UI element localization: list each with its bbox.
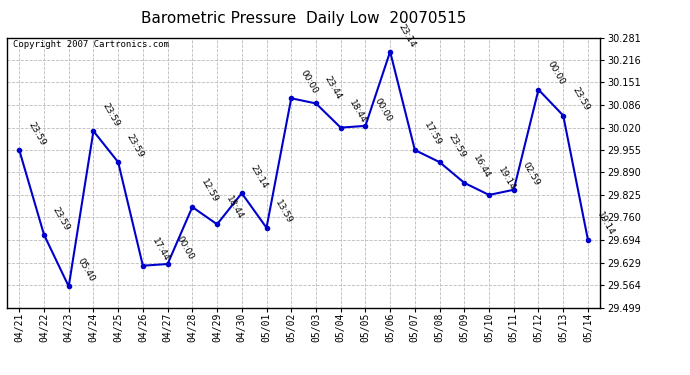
Text: Barometric Pressure  Daily Low  20070515: Barometric Pressure Daily Low 20070515 — [141, 11, 466, 26]
Text: 23:59: 23:59 — [100, 102, 121, 128]
Text: 23:59: 23:59 — [570, 86, 591, 113]
Text: 23:59: 23:59 — [26, 120, 47, 147]
Text: 05:40: 05:40 — [76, 257, 97, 284]
Text: 23:44: 23:44 — [323, 74, 344, 100]
Text: 00:00: 00:00 — [545, 60, 566, 87]
Text: 16:44: 16:44 — [471, 153, 492, 180]
Text: 23:14: 23:14 — [397, 22, 417, 49]
Text: 00:00: 00:00 — [175, 234, 195, 261]
Text: Copyright 2007 Cartronics.com: Copyright 2007 Cartronics.com — [13, 40, 169, 49]
Text: 23:59: 23:59 — [446, 133, 467, 159]
Text: 19:14: 19:14 — [595, 210, 615, 237]
Text: 18:44: 18:44 — [224, 195, 245, 222]
Text: 00:00: 00:00 — [373, 96, 393, 123]
Text: 13:59: 13:59 — [273, 198, 294, 225]
Text: 23:59: 23:59 — [125, 133, 146, 159]
Text: 17:44: 17:44 — [150, 236, 170, 263]
Text: 23:14: 23:14 — [248, 164, 269, 190]
Text: 19:14: 19:14 — [496, 165, 517, 192]
Text: 12:59: 12:59 — [199, 177, 220, 204]
Text: 02:59: 02:59 — [521, 160, 542, 187]
Text: 23:59: 23:59 — [51, 205, 72, 232]
Text: 00:00: 00:00 — [298, 69, 319, 96]
Text: 17:59: 17:59 — [422, 120, 442, 147]
Text: 18:44: 18:44 — [348, 98, 368, 125]
